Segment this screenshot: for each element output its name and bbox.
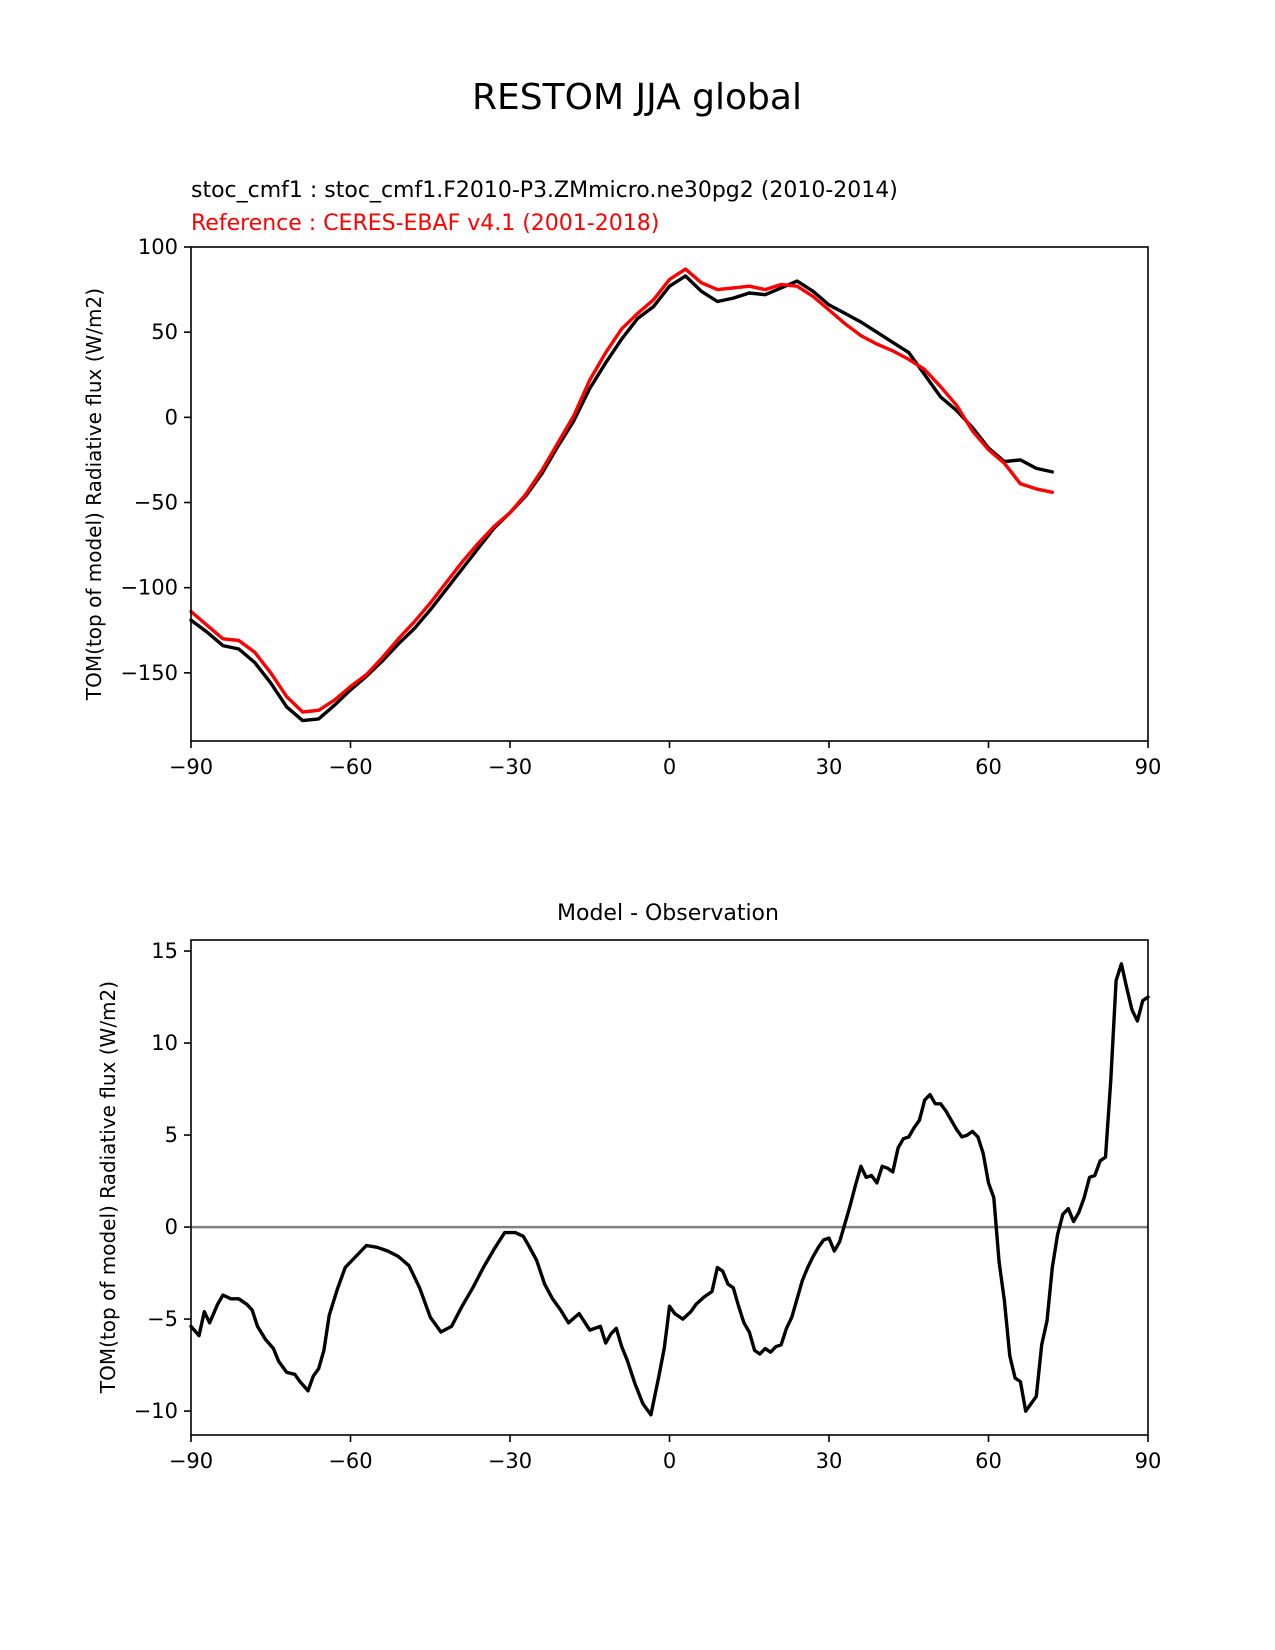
top-xtick-label: −60	[328, 755, 372, 779]
top-xtick-label: −30	[488, 755, 532, 779]
top-ylabel: TOM(top of model) Radiative flux (W/m2)	[82, 288, 106, 701]
diff-ytick-label: −5	[147, 1307, 178, 1331]
top-ytick-label: 50	[151, 320, 178, 344]
top-ytick-label: −150	[120, 661, 178, 685]
diff-xtick-label: −30	[488, 1449, 532, 1473]
diff-ytick-label: −10	[134, 1399, 178, 1423]
diff-xtick-label: 0	[663, 1449, 676, 1473]
diff-title: Model - Observation	[557, 901, 779, 926]
top-ytick-label: 100	[138, 235, 178, 259]
figure-suptitle: RESTOM JJA global	[472, 77, 802, 118]
zonal-mean-panel: −90 −60 −30 0 30 60 90 100 50 0 −50 −100 −150	[120, 235, 1161, 779]
top-ytick-label: 0	[165, 405, 178, 429]
diff-diff-line	[189, 962, 1150, 1417]
top-ytick-label: −100	[120, 576, 178, 600]
diff-xtick-label: −90	[169, 1449, 213, 1473]
top-test-line	[189, 274, 1055, 723]
top-xtick-label: −90	[169, 755, 213, 779]
diff-xtick-label: −60	[328, 1449, 372, 1473]
diff-ytick-label: 5	[165, 1123, 178, 1147]
test-title: stoc_cmf1 : stoc_cmf1.F2010-P3.ZMmicro.n…	[191, 178, 898, 203]
top-axes-frame	[190, 246, 1149, 742]
diff-xtick-label: 60	[975, 1449, 1002, 1473]
top-ytick-label: −50	[134, 491, 178, 515]
top-xtick-label: 60	[975, 755, 1002, 779]
diff-ytick-label: 10	[151, 1031, 178, 1055]
difference-panel: −90 −60 −30 0 30 60 90 15 10 5 0 −5 −10	[134, 939, 1162, 1473]
top-reference-line	[189, 267, 1055, 714]
diff-axes-frame	[190, 939, 1149, 1436]
diff-ytick-label: 0	[165, 1215, 178, 1239]
top-xtick-label: 0	[663, 755, 676, 779]
top-xtick-label: 30	[816, 755, 843, 779]
diff-xtick-label: 90	[1135, 1449, 1162, 1473]
diff-xtick-label: 30	[816, 1449, 843, 1473]
bottom-ylabel: TOM(top of model) Radiative flux (W/m2)	[96, 981, 120, 1394]
reference-title: Reference : CERES-EBAF v4.1 (2001-2018)	[191, 211, 659, 236]
top-xtick-label: 90	[1135, 755, 1162, 779]
diff-ytick-label: 15	[151, 939, 178, 963]
